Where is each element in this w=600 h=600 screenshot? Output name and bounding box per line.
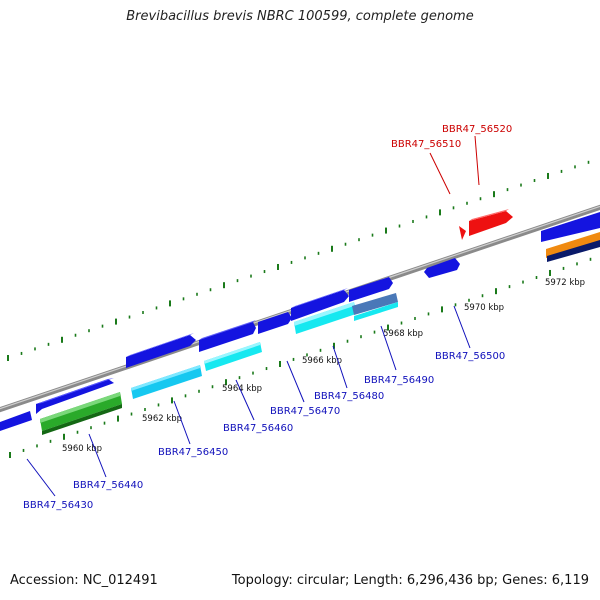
gene-right-forward[interactable] bbox=[541, 212, 600, 242]
gene-labels: BBR47_56430 BBR47_56440 BBR47_56450 BBR4… bbox=[23, 124, 512, 511]
scale-label: 5962 kbp bbox=[142, 414, 182, 424]
leader-line bbox=[332, 345, 348, 389]
gene-cyan-2-top bbox=[204, 342, 260, 364]
leader-line bbox=[286, 360, 305, 403]
gene-bbr47-56460[interactable] bbox=[199, 322, 256, 352]
gene-navy[interactable] bbox=[547, 240, 600, 262]
accession-text: Accession: NC_012491 bbox=[10, 573, 158, 588]
gene-cyan-3-top bbox=[294, 302, 354, 326]
gene-label[interactable]: BBR47_56520 bbox=[442, 124, 512, 135]
gene-bbr47-56470-fwd[interactable] bbox=[258, 312, 292, 334]
gene-cyan-1[interactable] bbox=[131, 365, 202, 399]
leader-line bbox=[380, 325, 397, 371]
leader-line bbox=[429, 152, 451, 195]
gene-bbr47-56440[interactable] bbox=[36, 379, 114, 414]
gene-label[interactable]: BBR47_56510 bbox=[391, 139, 461, 150]
gene-bbr47-56440-top bbox=[36, 378, 114, 404]
gene-label[interactable]: BBR47_56470 bbox=[270, 406, 340, 417]
leader-lines bbox=[26, 135, 480, 497]
genome-title: Brevibacillus brevis NBRC 100599, comple… bbox=[126, 9, 474, 24]
gene-bbr47-56510[interactable] bbox=[459, 226, 466, 240]
gene-orange[interactable] bbox=[546, 232, 600, 258]
gene-cyan-2[interactable] bbox=[204, 342, 262, 371]
gene-label[interactable]: BBR47_56500 bbox=[435, 351, 505, 362]
gene-bbr47-56520-top bbox=[469, 209, 509, 221]
gene-label[interactable]: BBR47_56460 bbox=[223, 423, 293, 434]
gene-green-bottom bbox=[42, 404, 122, 435]
leader-line bbox=[26, 458, 56, 497]
forward-strand-genes bbox=[36, 209, 600, 414]
gene-bbr47-56450[interactable] bbox=[126, 335, 196, 368]
ticks-upper bbox=[7, 160, 590, 361]
gene-slate[interactable] bbox=[352, 293, 398, 315]
gene-green-top bbox=[40, 392, 120, 423]
scale-label: 5968 kbp bbox=[383, 329, 423, 339]
leader-line bbox=[474, 135, 480, 186]
gene-bbr47-56480-fwd-top bbox=[291, 288, 348, 308]
gene-cyan-1-top bbox=[131, 365, 200, 391]
genome-stats-text: Topology: circular; Length: 6,296,436 bp… bbox=[231, 573, 589, 588]
ticks-lower bbox=[9, 257, 592, 458]
leader-line bbox=[173, 400, 191, 445]
gene-bbr47-56480-fwd[interactable] bbox=[291, 290, 349, 321]
scale-label: 5966 kbp bbox=[302, 356, 342, 366]
gene-bbr47-56490-fwd[interactable] bbox=[349, 277, 393, 302]
gene-label[interactable]: BBR47_56480 bbox=[314, 391, 384, 402]
gene-bbr47-56430[interactable] bbox=[0, 411, 32, 431]
gene-label[interactable]: BBR47_56430 bbox=[23, 500, 93, 511]
gene-label[interactable]: BBR47_56490 bbox=[364, 375, 434, 386]
gene-bbr47-56500[interactable] bbox=[424, 258, 460, 278]
gene-bbr47-56460-top bbox=[199, 320, 256, 340]
leader-line bbox=[88, 433, 107, 478]
gene-label[interactable]: BBR47_56440 bbox=[73, 480, 143, 491]
gene-bbr47-56520[interactable] bbox=[469, 211, 513, 236]
leader-line bbox=[453, 305, 471, 349]
scale-label: 5972 kbp bbox=[545, 278, 585, 288]
leader-line bbox=[235, 379, 255, 421]
scale-labels: 5960 kbp 5962 kbp 5964 kbp 5966 kbp 5968… bbox=[62, 278, 585, 454]
scale-label: 5964 kbp bbox=[222, 384, 262, 394]
scale-label: 5970 kbp bbox=[464, 303, 504, 313]
scale-label: 5960 kbp bbox=[62, 444, 102, 454]
gene-bbr47-56450-top bbox=[126, 333, 194, 357]
gene-label[interactable]: BBR47_56450 bbox=[158, 447, 228, 458]
gene-cyan-4[interactable] bbox=[354, 302, 398, 321]
reverse-strand-genes bbox=[0, 232, 600, 435]
